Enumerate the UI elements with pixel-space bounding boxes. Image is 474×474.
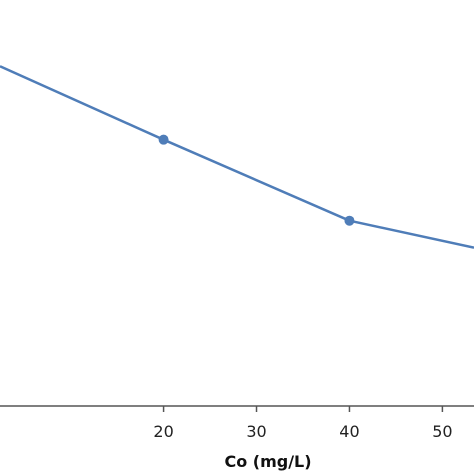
x-tick-label-40: 40 [339, 422, 359, 441]
x-tick-label-50: 50 [432, 422, 452, 441]
plot-area [0, 65, 474, 249]
series-line-0 [0, 65, 474, 249]
data-point-20 [158, 134, 169, 145]
x-tick-label-30: 30 [246, 422, 266, 441]
x-axis-title: Co (mg/L) [224, 452, 311, 471]
x-axis-ticks: 20 30 40 50 [153, 406, 453, 441]
x-tick-label-20: 20 [153, 422, 173, 441]
data-point-40 [344, 215, 355, 226]
